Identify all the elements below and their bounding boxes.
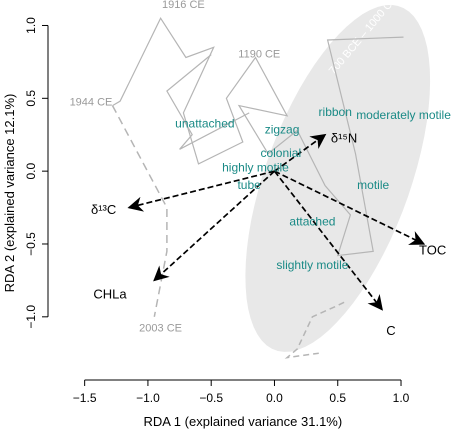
y-tick-label: 0.0 — [24, 162, 38, 179]
trait-label: moderately motile — [356, 108, 451, 122]
trajectory-line — [166, 54, 250, 150]
x-tick-label: −1.0 — [136, 391, 160, 405]
time-label: 1190 CE — [238, 49, 280, 61]
env-arrow — [127, 170, 275, 212]
trait-label: slightly motile — [276, 258, 348, 272]
env-arrow-label: C — [386, 323, 395, 338]
x-tick-label: −1.5 — [73, 391, 97, 405]
y-tick-label: 1.0 — [24, 17, 38, 34]
axes: −1.5 −1.0 −0.5 0.0 0.5 1.0 −1.0 −0.5 0.0 0.5 1.0 — [24, 17, 410, 405]
env-arrow-label: δ¹³C — [91, 202, 116, 217]
x-tick-label: 0.0 — [266, 391, 283, 405]
x-tick-label: 1.0 — [393, 391, 410, 405]
trait-label: tube — [237, 178, 261, 192]
trajectory-dashed-line — [111, 105, 168, 317]
time-label: 1944 CE — [70, 97, 113, 109]
trait-label: unattached — [175, 117, 234, 131]
y-axis-title: RDA 2 (explained variance 12.1%) — [2, 94, 17, 293]
env-arrow — [274, 170, 426, 245]
x-tick-label: −0.5 — [199, 391, 223, 405]
env-arrow — [273, 133, 327, 172]
trajectory-dashed-line — [284, 301, 345, 359]
env-arrow-label: δ¹⁵N — [331, 131, 357, 146]
env-arrow — [153, 170, 276, 282]
time-label: 2003 CE — [139, 322, 182, 334]
env-arrow-label: TOC — [419, 243, 446, 258]
trait-label: ribbon — [319, 105, 352, 119]
env-arrow-label: CHLa — [93, 286, 127, 301]
trait-label: zigzag — [265, 123, 300, 137]
y-tick-label: 0.5 — [24, 90, 38, 107]
x-tick-label: 0.5 — [329, 391, 346, 405]
trait-label: colonial — [260, 146, 301, 160]
y-tick-label: −1.0 — [24, 305, 38, 329]
trajectory-line — [112, 16, 404, 257]
trait-label: motile — [357, 178, 389, 192]
period-ellipse — [245, 4, 431, 352]
trait-label: highly motile — [222, 160, 289, 174]
env-arrow — [273, 170, 383, 311]
trait-label: attached — [289, 214, 335, 228]
time-label: 1916 CE — [162, 0, 205, 11]
y-tick-label: −0.5 — [24, 232, 38, 256]
x-axis-title: RDA 1 (explained variance 31.1%) — [143, 414, 342, 429]
